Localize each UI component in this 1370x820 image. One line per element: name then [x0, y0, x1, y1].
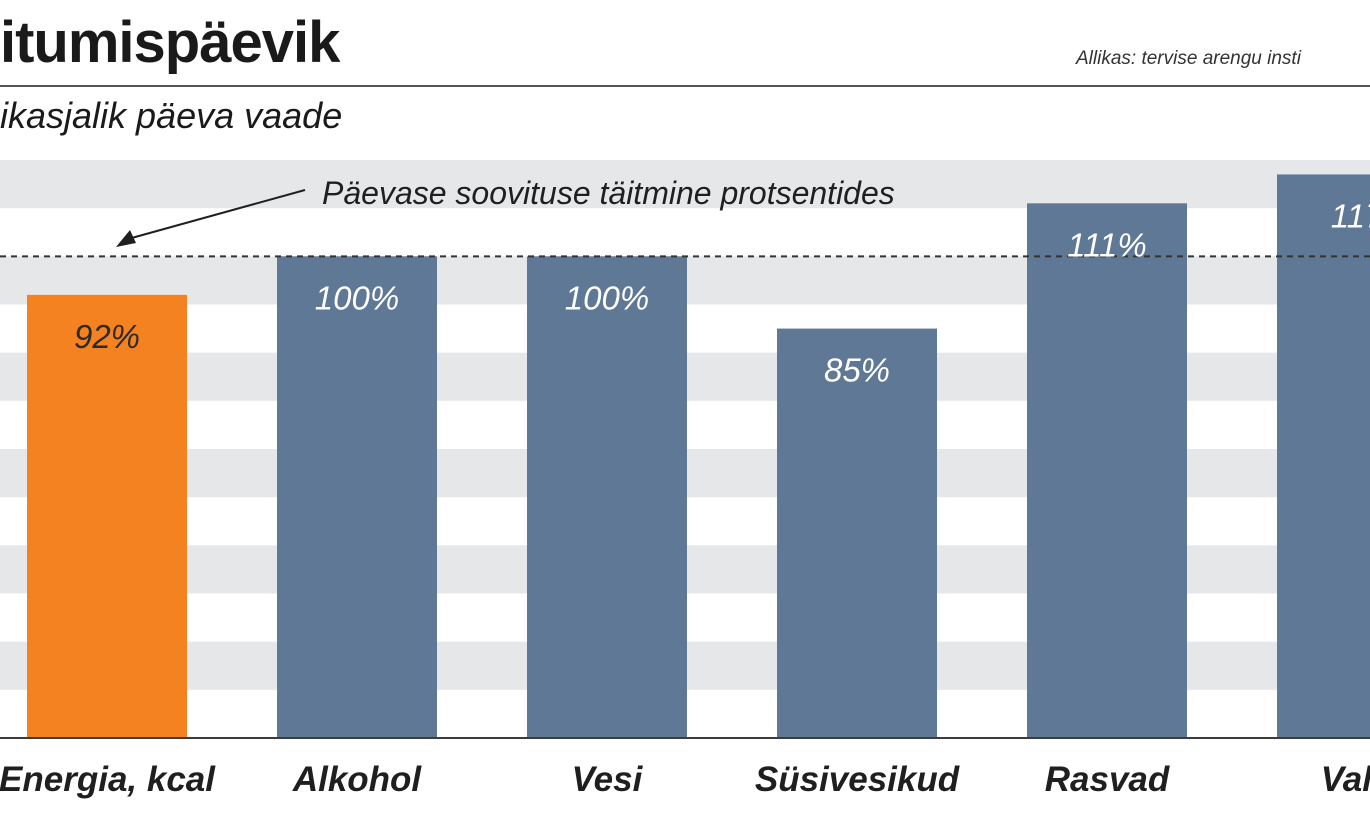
annotation-text: Päevase soovituse täitmine protsentides: [322, 175, 895, 211]
source-note: Allikas: tervise arengu insti: [1076, 48, 1301, 69]
value-label: 111%: [1067, 226, 1147, 263]
bar: [1277, 174, 1370, 738]
bars: [27, 174, 1370, 739]
value-labels: 92% 100% 100% 85% 111% 117: [74, 197, 1370, 388]
bar: [777, 328, 937, 738]
value-label: 85%: [824, 352, 890, 389]
header-divider: [0, 85, 1370, 87]
category-labels: Energia, kcal Alkohol Vesi Süsivesikud Rasva…: [0, 760, 1370, 799]
category-label: Vesi: [572, 760, 644, 799]
value-label: 100%: [565, 279, 649, 316]
bar: [527, 256, 687, 738]
chart-title: itumispäevik: [0, 10, 340, 75]
bar: [277, 256, 437, 738]
category-label: Energia, kcal: [0, 760, 216, 799]
annotation-arrow-head: [116, 230, 136, 247]
category-label: Alkohol: [292, 760, 423, 799]
annotation-arrow-line: [127, 189, 306, 240]
bar: [27, 294, 187, 738]
grid-band: [0, 160, 1370, 209]
category-label: Valg: [1321, 760, 1370, 799]
value-label: 117: [1331, 197, 1370, 234]
category-label: Rasvad: [1045, 760, 1170, 799]
bar: [1027, 203, 1187, 739]
value-label: 92%: [74, 318, 140, 355]
chart-subtitle: ikasjalik päeva vaade: [0, 95, 343, 136]
category-label: Süsivesikud: [755, 760, 960, 799]
annotation: Päevase soovituse täitmine protsentides: [116, 175, 895, 247]
value-label: 100%: [315, 279, 399, 316]
